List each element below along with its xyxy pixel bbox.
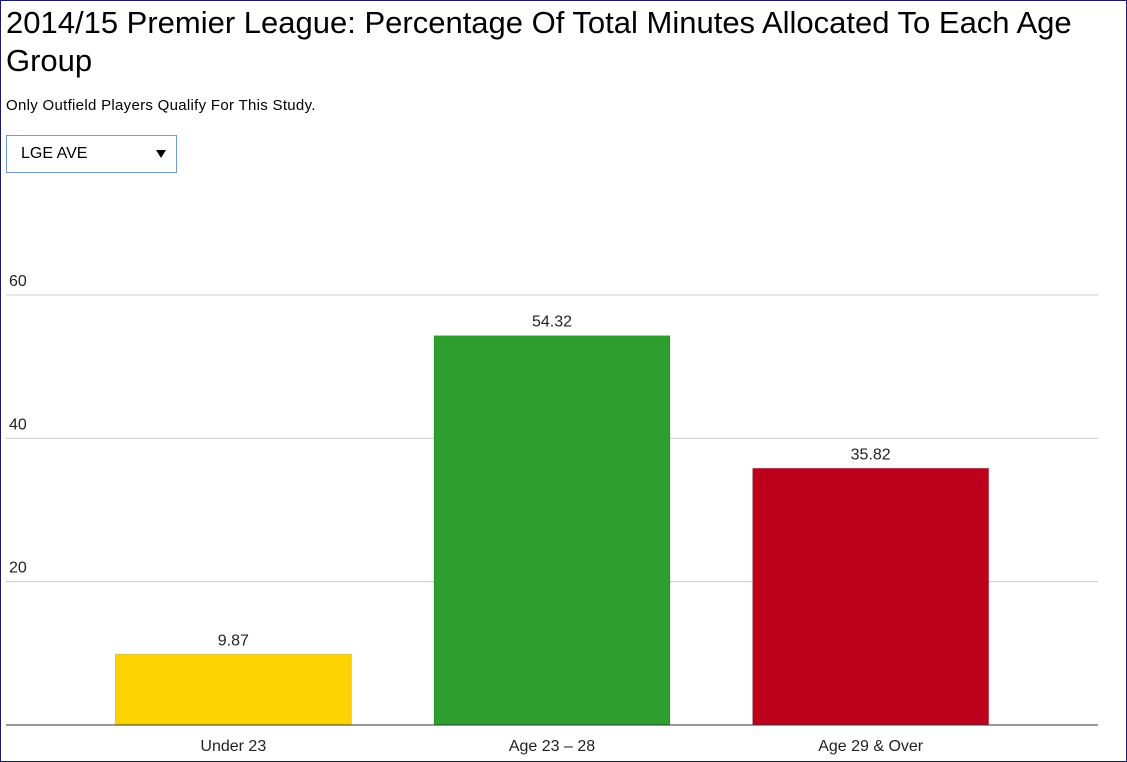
y-tick-label: 60 xyxy=(9,273,27,290)
chart-title: 2014/15 Premier League: Percentage Of To… xyxy=(6,5,1072,78)
x-tick-label: Under 23 xyxy=(200,738,266,755)
data-label: 54.32 xyxy=(532,314,572,331)
dropdown-arrow xyxy=(156,150,166,158)
bar xyxy=(752,467,990,726)
data-label: 35.82 xyxy=(851,446,891,463)
dropdown[interactable]: LGE AVE xyxy=(6,135,177,173)
data-label: 9.87 xyxy=(218,632,249,649)
bar xyxy=(114,653,352,726)
y-tick-label: 20 xyxy=(9,560,27,577)
x-tick-label: Age 29 & Over xyxy=(818,738,924,755)
dropdown-value: LGE AVE xyxy=(21,145,88,162)
chart-subtitle: Only Outfield Players Qualify For This S… xyxy=(6,97,316,114)
bar xyxy=(433,335,671,726)
x-tick-label: Age 23 – 28 xyxy=(509,738,595,755)
y-tick-label: 40 xyxy=(9,416,27,433)
